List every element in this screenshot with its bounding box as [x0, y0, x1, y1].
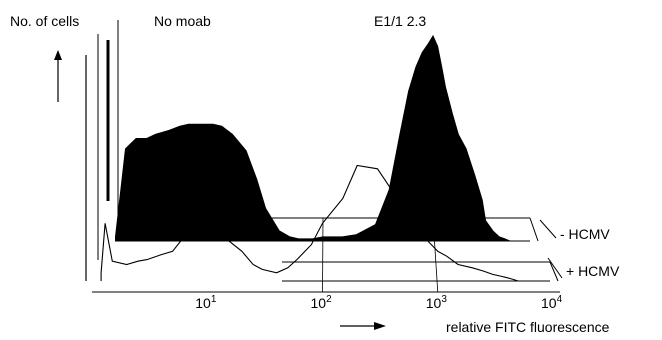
series-minus-hcmv-area: [114, 34, 511, 242]
tick-label-10000: 104: [541, 294, 563, 311]
series-layer: [85, 20, 563, 282]
y-axis-label: No. of cells: [10, 13, 79, 29]
panel-label-e1-1-2-3: E1/1 2.3: [374, 13, 426, 29]
front-floor-edge: [549, 261, 559, 282]
x-axis-arrow-head: [374, 322, 386, 330]
decade-guide-0: [322, 217, 324, 293]
tick-exponent: 2: [326, 294, 332, 305]
y-axis-arrow-head: [54, 50, 62, 60]
tick-label-10: 101: [195, 294, 217, 311]
tick-exponent: 1: [211, 294, 217, 305]
tick-base: 10: [426, 295, 442, 311]
legend-pointer-plus-hcmv: [547, 257, 563, 279]
rear-floor-edge: [529, 217, 539, 242]
series-plus-hcmv-line: [100, 164, 519, 282]
label-layer: No. of cells No moab E1/1 2.3 - HCMV + H…: [10, 13, 620, 335]
tick-base: 10: [311, 295, 327, 311]
legend-label-minus-hcmv: - HCMV: [560, 226, 610, 242]
tick-label-100: 102: [311, 294, 333, 311]
x-axis-label: relative FITC fluorescence: [446, 319, 610, 335]
tick-layer: 101 102 103 104: [195, 294, 562, 311]
legend-pointer-minus-hcmv: [539, 219, 557, 239]
tick-base: 10: [195, 295, 211, 311]
tick-label-1000: 103: [426, 294, 448, 311]
panel-label-no-moab: No moab: [154, 13, 211, 29]
tick-exponent: 4: [557, 294, 563, 305]
legend-label-plus-hcmv: + HCMV: [566, 263, 620, 279]
tick-base: 10: [541, 295, 557, 311]
tick-exponent: 3: [441, 294, 447, 305]
